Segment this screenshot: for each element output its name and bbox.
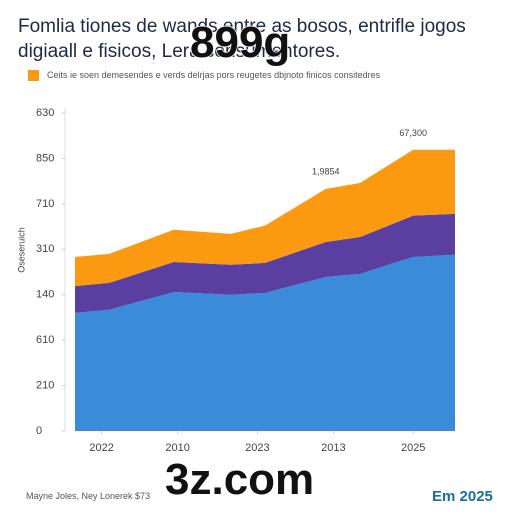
legend: Ceits ie soen demesendes e verds delrjas… xyxy=(28,70,388,81)
area xyxy=(75,213,455,313)
source: Mayne Joles, Ney Lonerek $73 xyxy=(26,491,151,501)
y-tick-label: 140 xyxy=(36,289,54,301)
y-tick-label: 0 xyxy=(36,425,42,437)
annotation: 1,9854 xyxy=(312,166,340,176)
area xyxy=(75,149,455,287)
x-tick-label: 2025 xyxy=(401,442,425,454)
x-tick-label: 2023 xyxy=(245,442,269,454)
x-tick-label: 2010 xyxy=(165,442,189,454)
legend-swatch xyxy=(28,70,39,81)
y-tick-label: 310 xyxy=(36,243,54,255)
y-tick-label: 210 xyxy=(36,379,54,391)
annotation: 67,300 xyxy=(399,128,427,138)
x-tick-label: 2022 xyxy=(89,442,113,454)
area xyxy=(75,254,455,431)
y-tick-label: 630 xyxy=(36,107,54,119)
legend-label: Ceits ie soen demesendes e verds delrjas… xyxy=(47,70,381,80)
chart-title: Fomlia tiones de wands entre as bosos, e… xyxy=(18,16,466,62)
watermark: 3z.com xyxy=(164,454,315,505)
y-tick-label: 850 xyxy=(36,152,54,164)
x-tick-label: 2013 xyxy=(321,442,345,454)
footnote: Em 2025 xyxy=(432,488,493,505)
watermark: 899g xyxy=(189,17,291,68)
y-axis-label: Oseseruich xyxy=(16,227,26,273)
y-tick-label: 610 xyxy=(36,334,54,346)
y-tick-label: 710 xyxy=(36,198,54,210)
